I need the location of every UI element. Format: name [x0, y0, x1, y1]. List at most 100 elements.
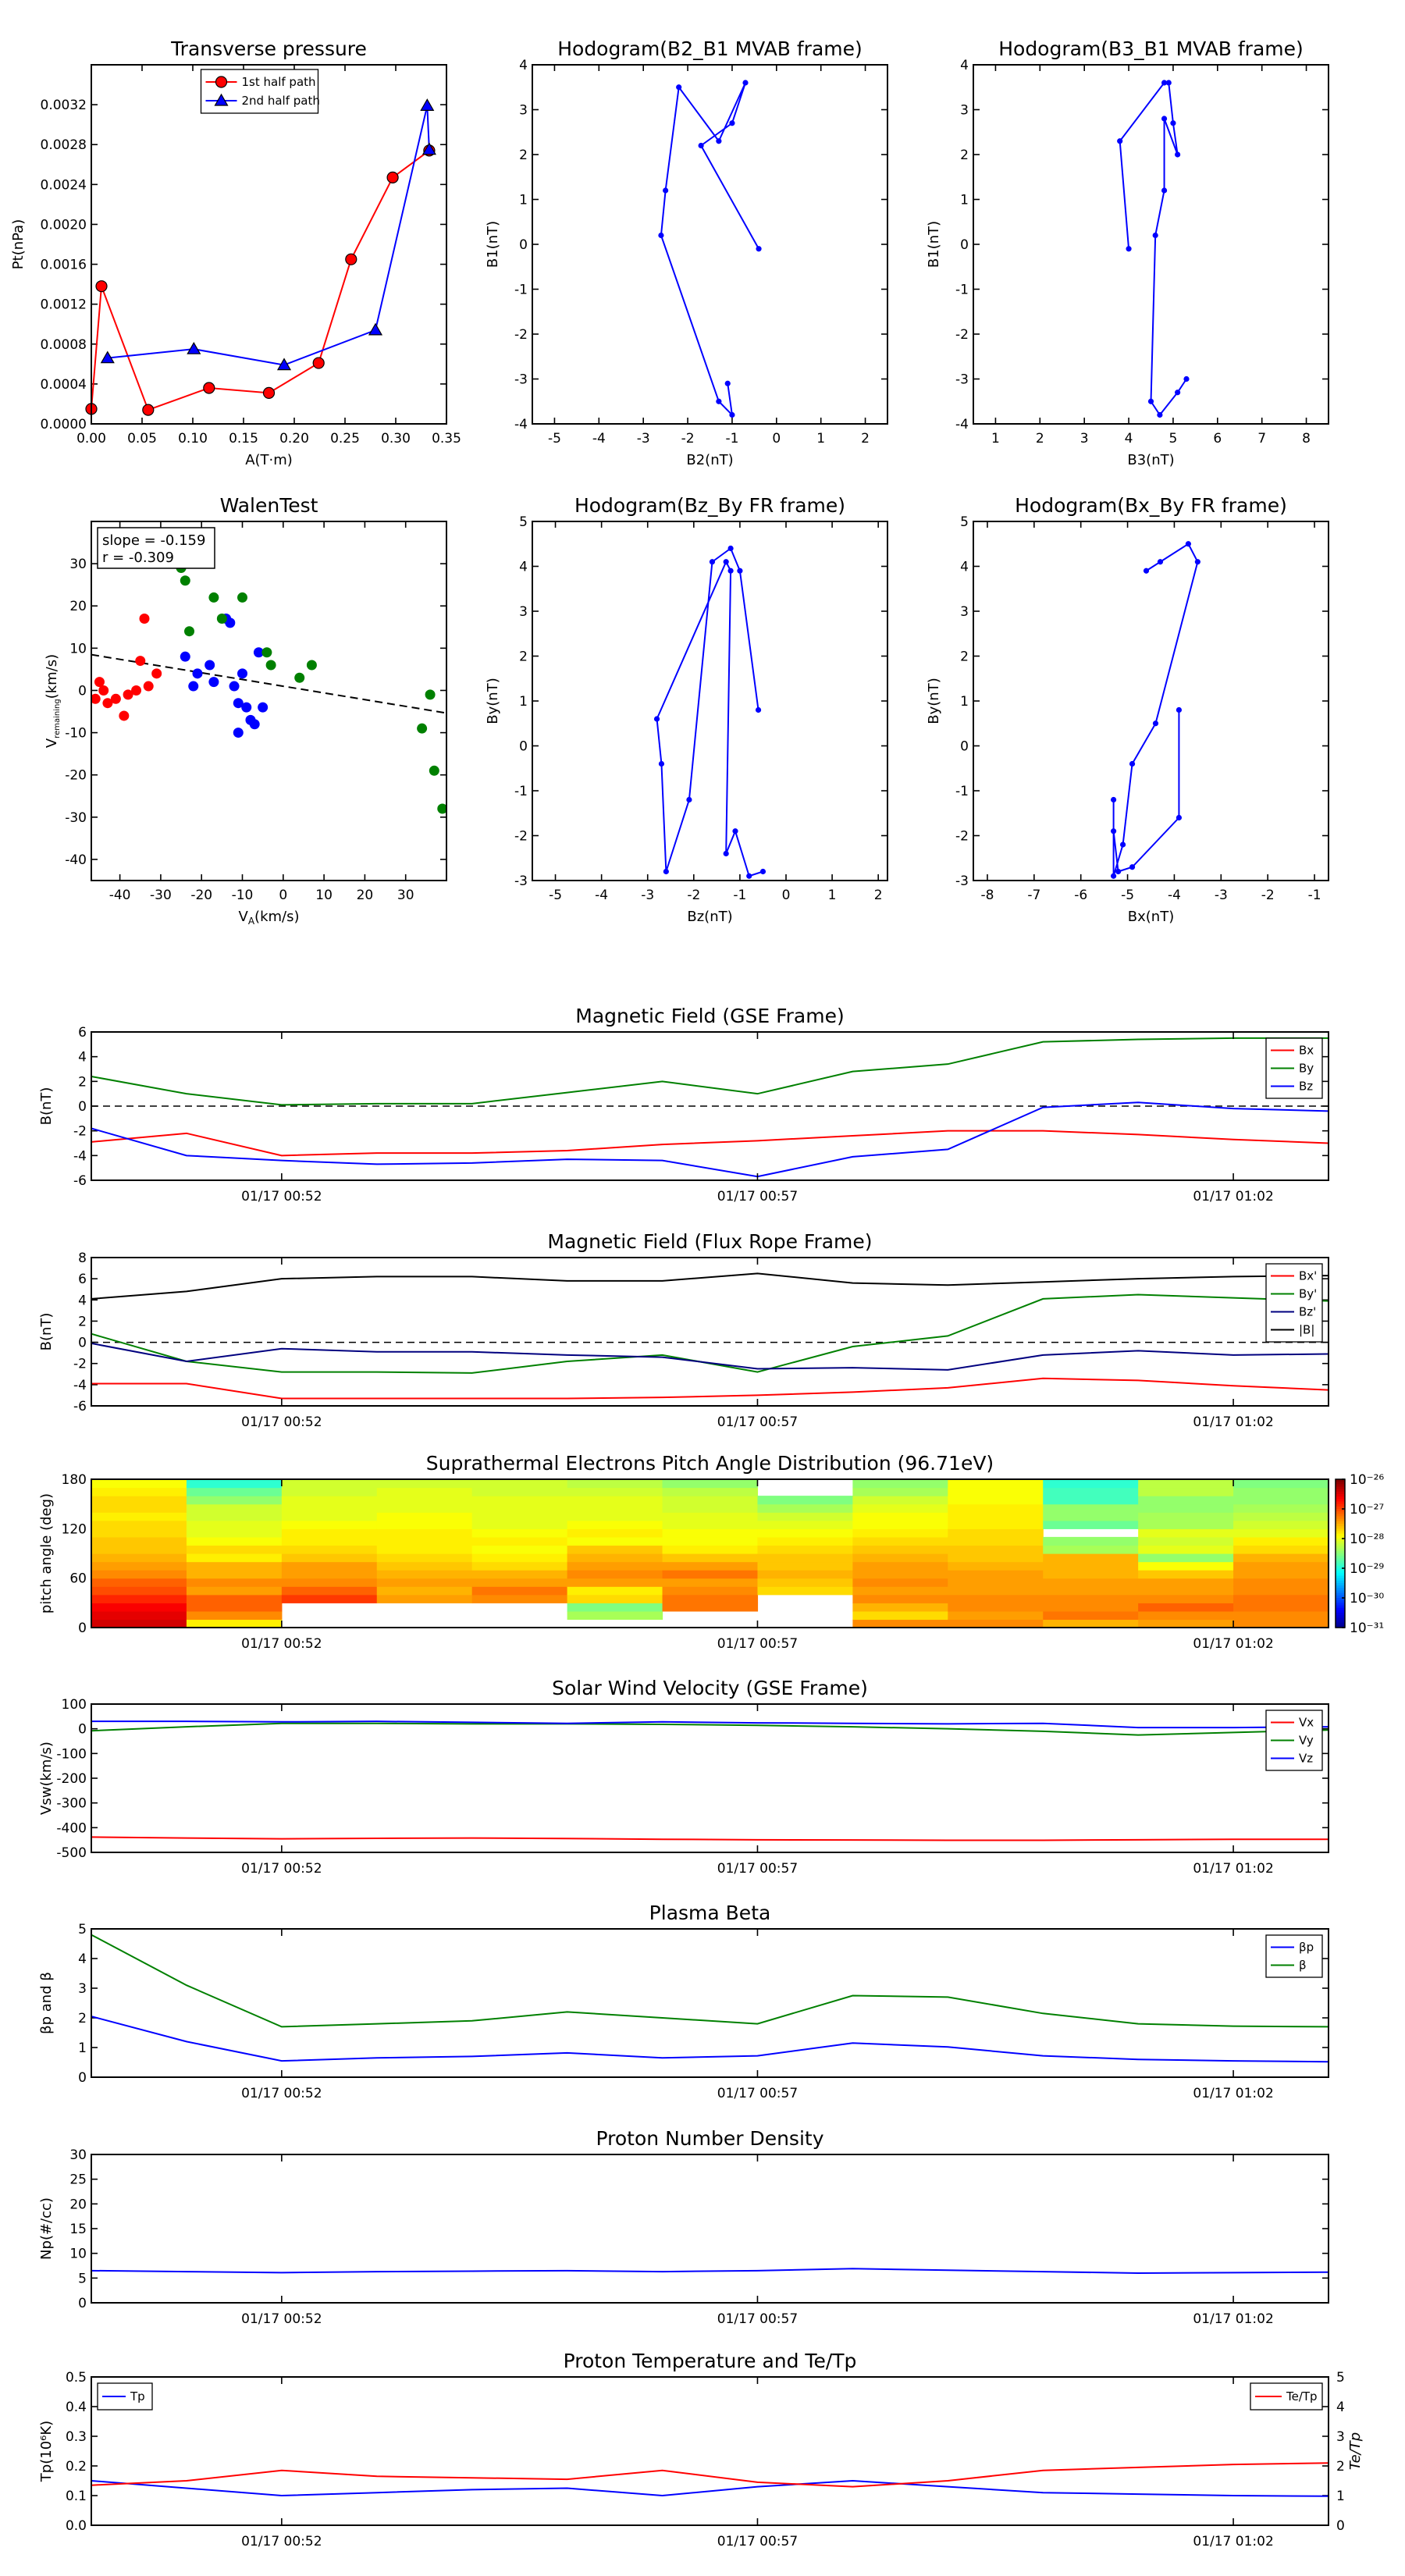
- data-point: [187, 341, 201, 354]
- plot-frame: [91, 1703, 1329, 1853]
- heatmap-cell: [186, 1479, 283, 1489]
- bfr-time-label: 01/17 01:02: [1193, 1414, 1273, 1430]
- scatter-point-green: [417, 723, 428, 734]
- bfr-title: Magnetic Field (Flux Rope Frame): [547, 1230, 872, 1253]
- legend-label: Tp: [130, 2389, 145, 2403]
- tp-panel: Transverse pressure 0.0000 0.0004 0.0008 0.0…: [10, 37, 461, 468]
- colorbar-step: [1336, 1558, 1345, 1562]
- heatmap-cell: [567, 1586, 663, 1596]
- vsw-time-label: 01/17 00:57: [717, 1861, 798, 1877]
- scatter-point-green: [261, 647, 272, 658]
- legend-label: Vz: [1299, 1752, 1313, 1766]
- temp-time-label: 01/17 00:57: [717, 2534, 798, 2549]
- beta-panel: Plasma Beta 0 1 2 3 4 5 βp and β 01/17 00:52 01/1…: [38, 1902, 1329, 2101]
- xlabel-sub: A: [248, 916, 255, 927]
- hg2-xtick-label: 5: [1169, 431, 1178, 447]
- scatter-point-green: [306, 660, 317, 671]
- legend-label: Vy: [1299, 1734, 1314, 1748]
- walen-xtick-label: -30: [150, 888, 172, 903]
- heatmap-cell: [567, 1503, 663, 1513]
- tp-ytick-label: 0.0028: [41, 137, 87, 153]
- tp-ytick-label: 0.0000: [41, 417, 87, 432]
- hg3-xtick-label: -4: [595, 888, 608, 903]
- hodogram-point: [1147, 398, 1154, 404]
- walen-xtick-label: 0: [279, 888, 287, 903]
- heatmap-cell: [1043, 1487, 1139, 1496]
- heatmap-cell: [662, 1586, 759, 1596]
- heatmap-cell: [281, 1561, 378, 1571]
- legend-label: 1st half path: [242, 75, 316, 89]
- scatter-point-blue: [253, 647, 264, 658]
- walen-ytick-label: -10: [65, 726, 87, 742]
- bfr-ytick-label: -4: [73, 1378, 87, 1393]
- tp-ytick-label: 0.0020: [41, 217, 87, 233]
- heatmap-cell: [1043, 1545, 1139, 1554]
- heatmap-cell: [91, 1528, 187, 1538]
- hodogram-point: [1176, 814, 1183, 821]
- legend: 1st half path 2nd half path: [200, 69, 320, 114]
- hg2-xtick-label: 3: [1080, 431, 1089, 447]
- heatmap-cell: [948, 1496, 1044, 1505]
- series-line-Bx: [91, 1130, 1329, 1157]
- walen-ytick-label: -20: [65, 768, 87, 784]
- beta-ytick-label: 3: [78, 1981, 87, 1997]
- legend-label: Bz': [1299, 1305, 1316, 1319]
- temp-ytick-label: 0.1: [66, 2489, 87, 2504]
- colorbar-step: [1336, 1568, 1345, 1571]
- hg4-xlabel: Bx(nT): [1128, 909, 1174, 925]
- pad-ytick-label: 180: [62, 1472, 87, 1488]
- np-ylabel: Np(#/cc): [38, 2197, 55, 2260]
- hodogram-point: [663, 868, 669, 875]
- heatmap-cell: [948, 1479, 1044, 1489]
- ylabel-sub: remaining: [53, 699, 62, 738]
- heatmap-cell: [662, 1594, 759, 1603]
- colorbar-step: [1336, 1575, 1345, 1579]
- heatmap-cell: [948, 1545, 1044, 1554]
- hodogram-point: [1161, 116, 1168, 122]
- heatmap-cell: [281, 1570, 378, 1579]
- heatmap-cell: [1043, 1586, 1139, 1596]
- colorbar-step: [1336, 1622, 1345, 1626]
- pad-panel: Suprathermal Electrons Pitch Angle Distr…: [38, 1452, 1384, 1652]
- colorbar-step: [1336, 1588, 1345, 1592]
- walen-xtick-label: 20: [357, 888, 374, 903]
- hg2-ytick-label: 4: [960, 58, 969, 73]
- colorbar-step: [1336, 1499, 1345, 1503]
- heatmap-cell: [91, 1487, 187, 1496]
- heatmap-cell: [1138, 1561, 1234, 1571]
- colorbar-step: [1336, 1489, 1345, 1493]
- heatmap-cell: [948, 1512, 1044, 1521]
- hg3-xlabel: Bz(nT): [687, 909, 732, 925]
- colorbar-step: [1336, 1592, 1345, 1596]
- hg2-xtick-label: 4: [1125, 431, 1133, 447]
- heatmap-cell: [1043, 1603, 1139, 1612]
- walen-points: [91, 563, 446, 814]
- hg4-ytick-label: 2: [960, 649, 969, 665]
- hodogram-point: [724, 380, 731, 386]
- heatmap-cell: [1043, 1610, 1139, 1621]
- vsw-time-label: 01/17 01:02: [1193, 1861, 1273, 1877]
- np-title: Proton Number Density: [596, 2127, 824, 2150]
- np-time-label: 01/17 00:52: [241, 2311, 322, 2327]
- heatmap-cell: [281, 1512, 378, 1521]
- np-time-label: 01/17 01:02: [1193, 2311, 1273, 2327]
- bfr-ytick-label: 4: [78, 1293, 87, 1308]
- heatmap-cell: [662, 1496, 759, 1505]
- hg3-xtick-label: -1: [733, 888, 746, 903]
- heatmap-cell: [852, 1610, 948, 1621]
- heatmap-cell: [948, 1553, 1044, 1563]
- heatmap-cell: [186, 1570, 283, 1579]
- heatmap-cell: [281, 1536, 378, 1546]
- heatmap-cell: [1043, 1619, 1139, 1628]
- hg4-xtick-label: -7: [1027, 888, 1040, 903]
- heatmap-cell: [567, 1610, 663, 1621]
- hodogram-point: [1157, 559, 1164, 565]
- scatter-point-red: [110, 693, 121, 704]
- heatmap-cell: [757, 1545, 853, 1554]
- hg1-ylabel: B1(nT): [485, 221, 501, 268]
- hodogram-point: [746, 873, 752, 879]
- colorbar-label: 10⁻²⁷: [1350, 1502, 1384, 1517]
- pad-time-label: 01/17 00:57: [717, 1636, 798, 1652]
- hg2-xtick-label: 6: [1213, 431, 1222, 447]
- hodogram-point: [1157, 411, 1163, 418]
